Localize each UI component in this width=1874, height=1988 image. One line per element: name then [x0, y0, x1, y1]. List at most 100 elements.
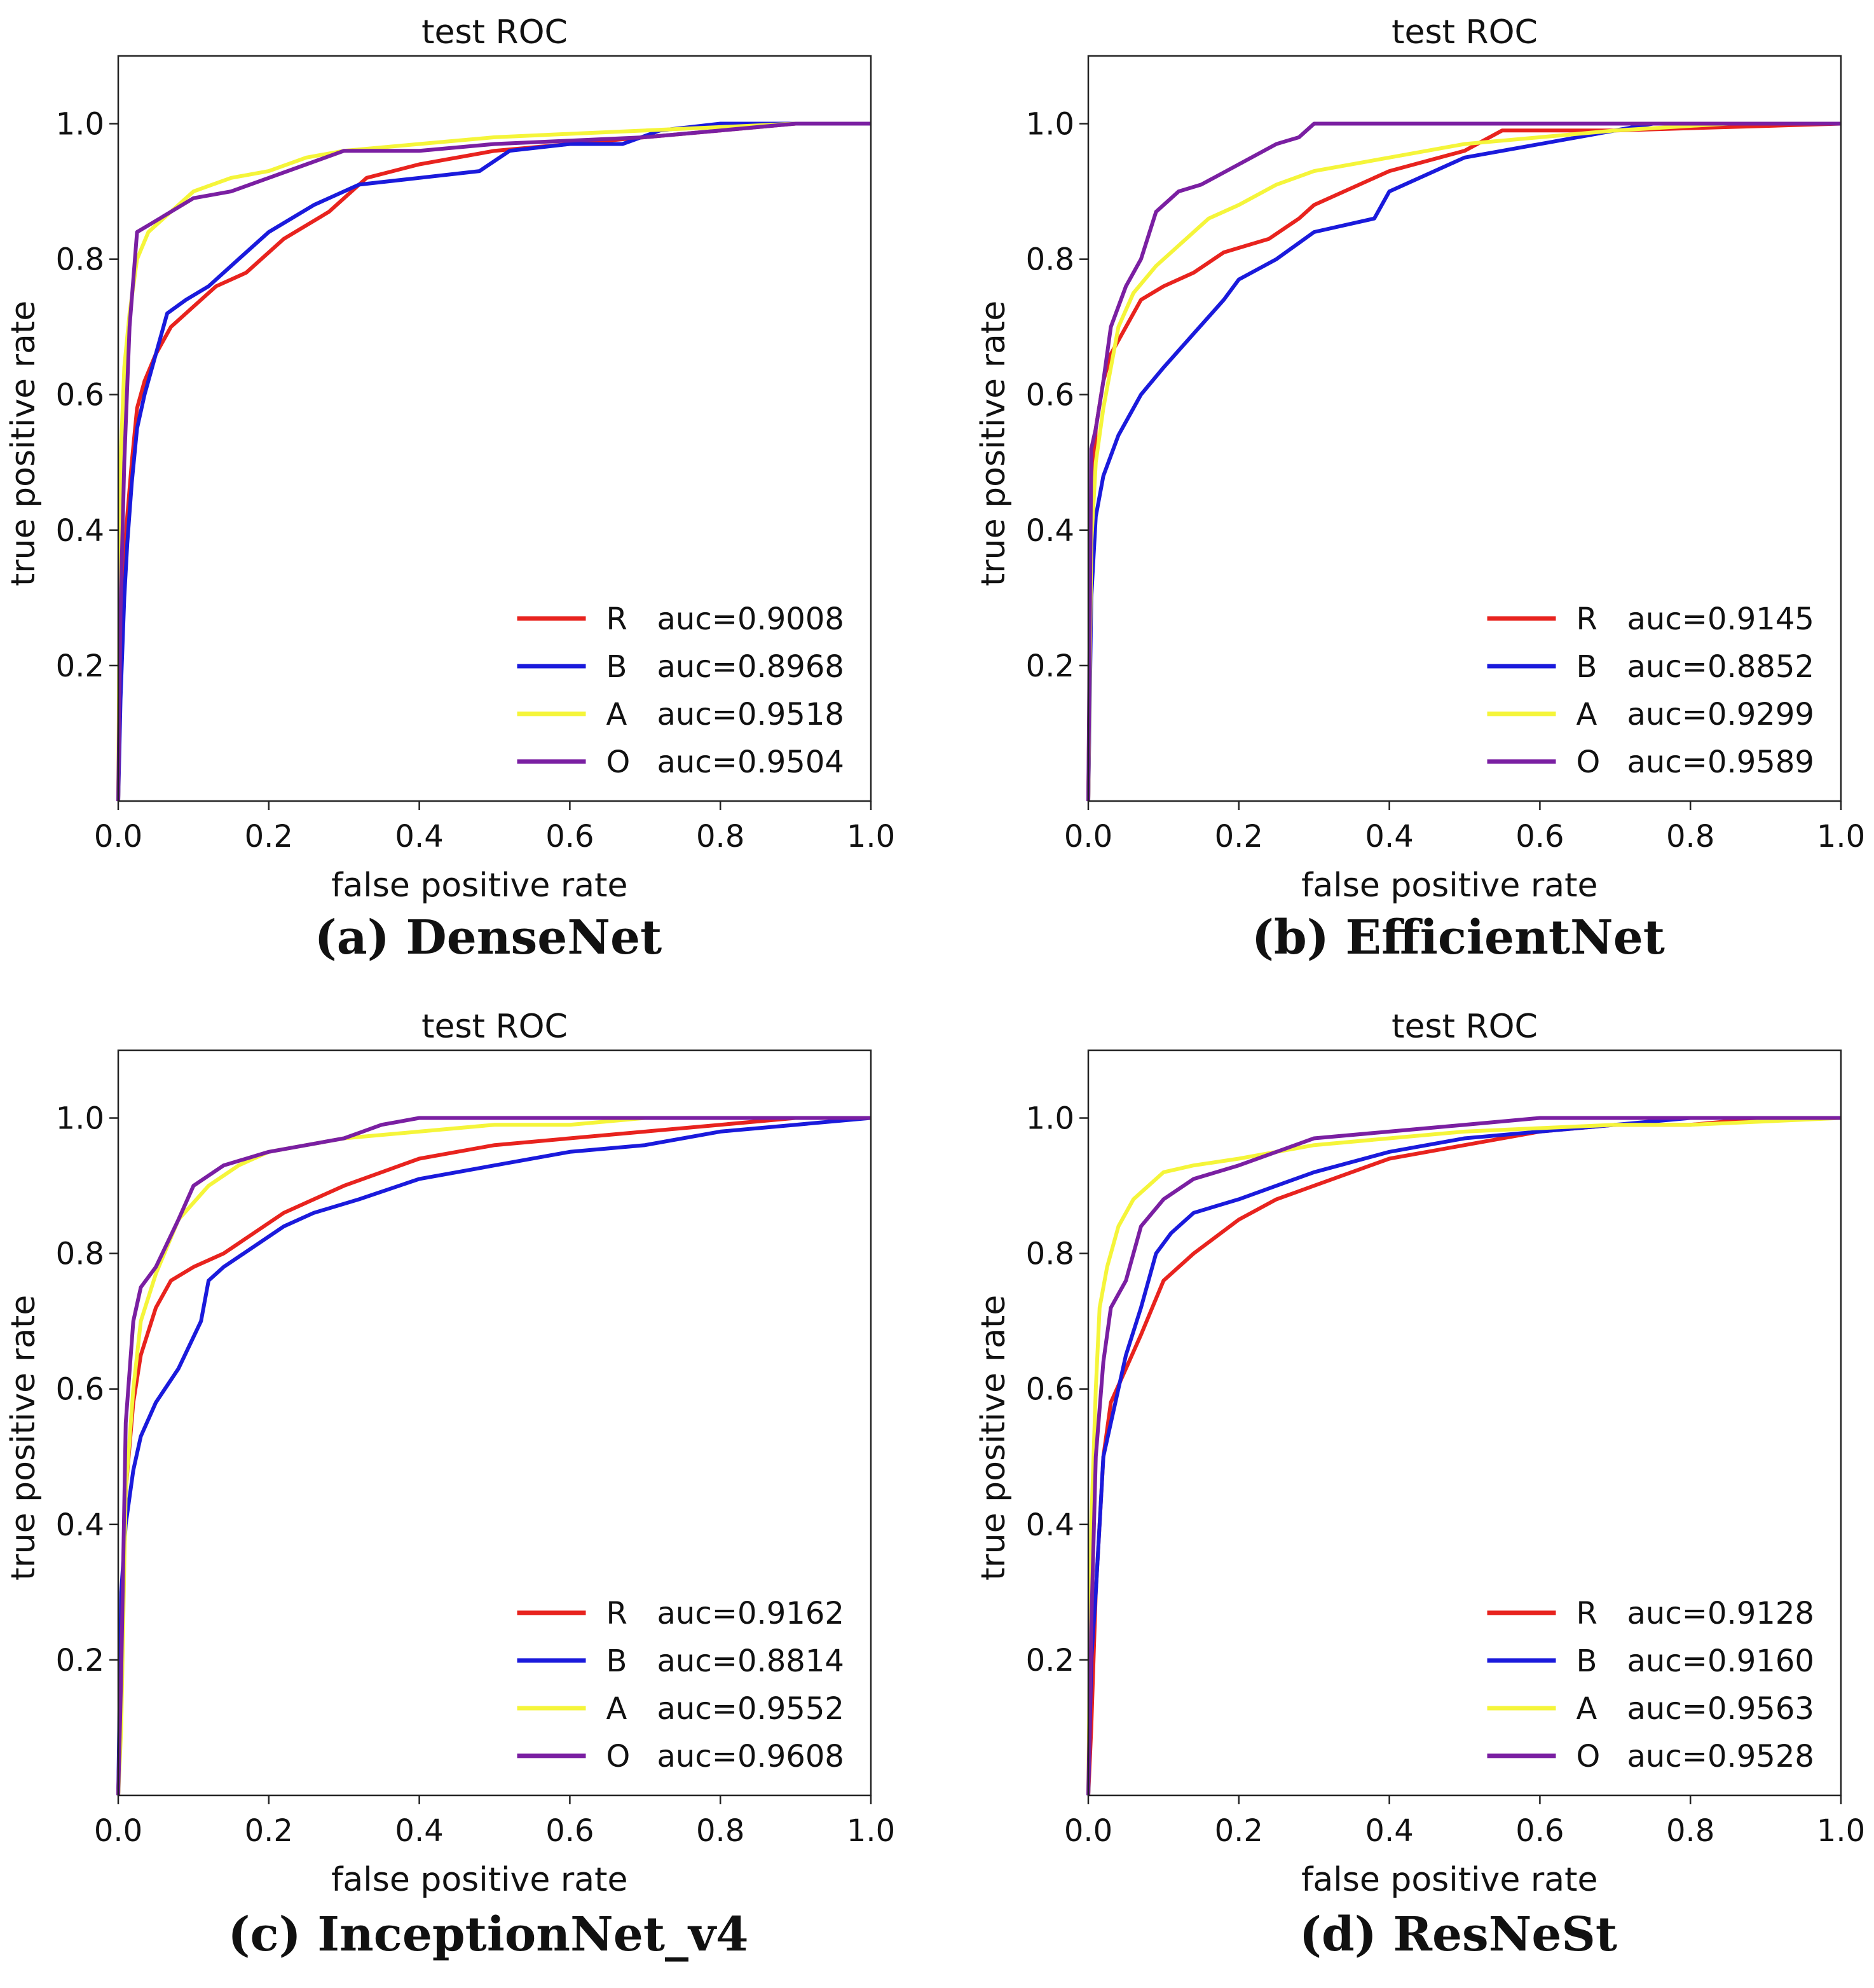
- plot-frame: [1087, 55, 1842, 802]
- y-tick-label: 1.0: [56, 1101, 104, 1137]
- legend-letter: R: [606, 601, 627, 637]
- legend-auc: auc=0.9299: [1627, 697, 1814, 732]
- legend-letter: B: [1576, 1643, 1597, 1679]
- legend-auc: auc=0.9589: [1627, 744, 1814, 780]
- legend-letter: B: [1576, 649, 1597, 685]
- x-tick-label: 0.4: [1365, 819, 1413, 854]
- legend-auc: auc=0.9008: [657, 601, 844, 637]
- legend-auc: auc=0.8814: [657, 1643, 844, 1679]
- y-tick-label: 0.4: [56, 513, 104, 549]
- legend-auc: auc=0.8852: [1627, 649, 1814, 685]
- plot-frame: [117, 55, 872, 802]
- x-tick-label: 0.0: [1064, 819, 1112, 854]
- x-tick-label: 0.6: [545, 1813, 594, 1849]
- legend-auc: auc=0.9608: [657, 1739, 844, 1774]
- legend-letter: R: [1576, 601, 1597, 637]
- series-line-a: [1086, 121, 1841, 802]
- legend-auc: auc=0.9518: [657, 697, 844, 732]
- x-axis-label: false positive rate: [331, 867, 627, 905]
- x-tick-label: 0.8: [696, 1813, 744, 1849]
- x-tick-label: 1.0: [847, 819, 895, 854]
- legend-auc: auc=0.9128: [1627, 1596, 1814, 1631]
- x-tick-label: 0.2: [245, 819, 293, 854]
- y-tick-label: 0.6: [1026, 1372, 1074, 1408]
- series-line-o: [116, 121, 871, 802]
- x-tick-label: 0.2: [1215, 819, 1263, 854]
- legend-auc: auc=0.9162: [657, 1596, 844, 1631]
- series-line-b: [116, 121, 871, 802]
- legend-letter: O: [606, 1739, 631, 1774]
- y-axis-label: true positive rate: [4, 1295, 43, 1580]
- chart-title: test ROC: [1392, 1008, 1538, 1046]
- caption-inceptionnet: (c) InceptionNet_v4: [228, 1907, 749, 1962]
- roc-panel-resnest: test ROC 0.0 0.2 0.4 0.6 0.8 1.0 0.2 0.4 0.6 0.8 1.…: [975, 1008, 1865, 1899]
- series-line-o: [1086, 1116, 1841, 1796]
- y-tick-label: 0.4: [1026, 1507, 1074, 1543]
- legend-letter: A: [1576, 697, 1597, 732]
- roc-panel-inceptionnet: test ROC 0.0 0.2 0.4 0.6 0.8 1.0 0.2 0.4 0.6 0.8 1.…: [4, 1008, 895, 1899]
- x-tick-label: 1.0: [847, 1813, 895, 1849]
- x-tick-label: 0.0: [1064, 1813, 1112, 1849]
- y-tick-label: 0.2: [1026, 648, 1074, 684]
- y-tick-label: 1.0: [1026, 1101, 1074, 1137]
- y-tick-label: 0.8: [1026, 242, 1074, 278]
- y-tick-label: 0.6: [1026, 378, 1074, 413]
- legend-letter: A: [606, 697, 627, 732]
- y-tick-label: 0.6: [56, 378, 104, 413]
- x-tick-label: 0.6: [545, 819, 594, 854]
- x-tick-label: 0.8: [696, 819, 744, 854]
- y-tick-label: 0.2: [56, 648, 104, 684]
- x-tick-label: 0.6: [1515, 819, 1564, 854]
- legend-auc: auc=0.9563: [1627, 1691, 1814, 1727]
- x-tick-label: 0.8: [1666, 819, 1714, 854]
- legend-letter: R: [606, 1596, 627, 1631]
- y-tick-label: 0.8: [56, 1237, 104, 1272]
- x-tick-label: 0.8: [1666, 1813, 1714, 1849]
- caption-resnest: (d) ResNeSt: [1299, 1907, 1618, 1962]
- plot-frame: [117, 1049, 872, 1797]
- x-tick-label: 1.0: [1817, 1813, 1865, 1849]
- legend-auc: auc=0.9160: [1627, 1643, 1814, 1679]
- x-axis-label: false positive rate: [1301, 867, 1597, 905]
- series-line-b: [1086, 1116, 1841, 1796]
- x-tick-label: 0.6: [1515, 1813, 1564, 1849]
- legend-letter: A: [1576, 1691, 1597, 1727]
- y-tick-label: 0.8: [56, 242, 104, 278]
- y-tick-label: 0.8: [1026, 1237, 1074, 1272]
- x-tick-label: 0.0: [94, 1813, 142, 1849]
- chart-title: test ROC: [421, 1008, 568, 1046]
- series-line-o: [1086, 121, 1841, 802]
- x-axis-label: false positive rate: [1301, 1861, 1597, 1899]
- y-axis-label: true positive rate: [975, 301, 1013, 586]
- caption-efficientnet: (b) EfficientNet: [1252, 910, 1665, 965]
- y-tick-label: 0.4: [1026, 513, 1074, 549]
- legend-letter: O: [1576, 744, 1601, 780]
- y-axis-label: true positive rate: [4, 301, 43, 586]
- legend-auc: auc=0.9145: [1627, 601, 1814, 637]
- legend-letter: B: [606, 1643, 627, 1679]
- series-line-b: [116, 1116, 872, 1796]
- legend-auc: auc=0.9504: [657, 744, 844, 780]
- y-tick-label: 1.0: [1026, 107, 1074, 142]
- x-tick-label: 0.4: [395, 1813, 443, 1849]
- legend-auc: auc=0.9552: [657, 1691, 844, 1727]
- y-tick-label: 1.0: [56, 107, 104, 142]
- x-tick-label: 1.0: [1817, 819, 1865, 854]
- legend-auc: auc=0.8968: [657, 649, 844, 685]
- chart-title: test ROC: [1392, 13, 1538, 51]
- x-tick-label: 0.2: [1215, 1813, 1263, 1849]
- legend-auc: auc=0.9528: [1627, 1739, 1814, 1774]
- caption-densenet: (a) DenseNet: [314, 910, 662, 965]
- chart-title: test ROC: [421, 13, 568, 51]
- legend-letter: B: [606, 649, 627, 685]
- legend-letter: O: [606, 744, 631, 780]
- roc-panel-efficientnet: test ROC 0.0 0.2 0.4 0.6 0.8 1.0 0.2 0.4 0.6 0.8 1.…: [975, 13, 1865, 905]
- y-tick-label: 0.6: [56, 1372, 104, 1408]
- series-line-a: [1086, 1116, 1842, 1796]
- x-tick-label: 0.0: [94, 819, 142, 854]
